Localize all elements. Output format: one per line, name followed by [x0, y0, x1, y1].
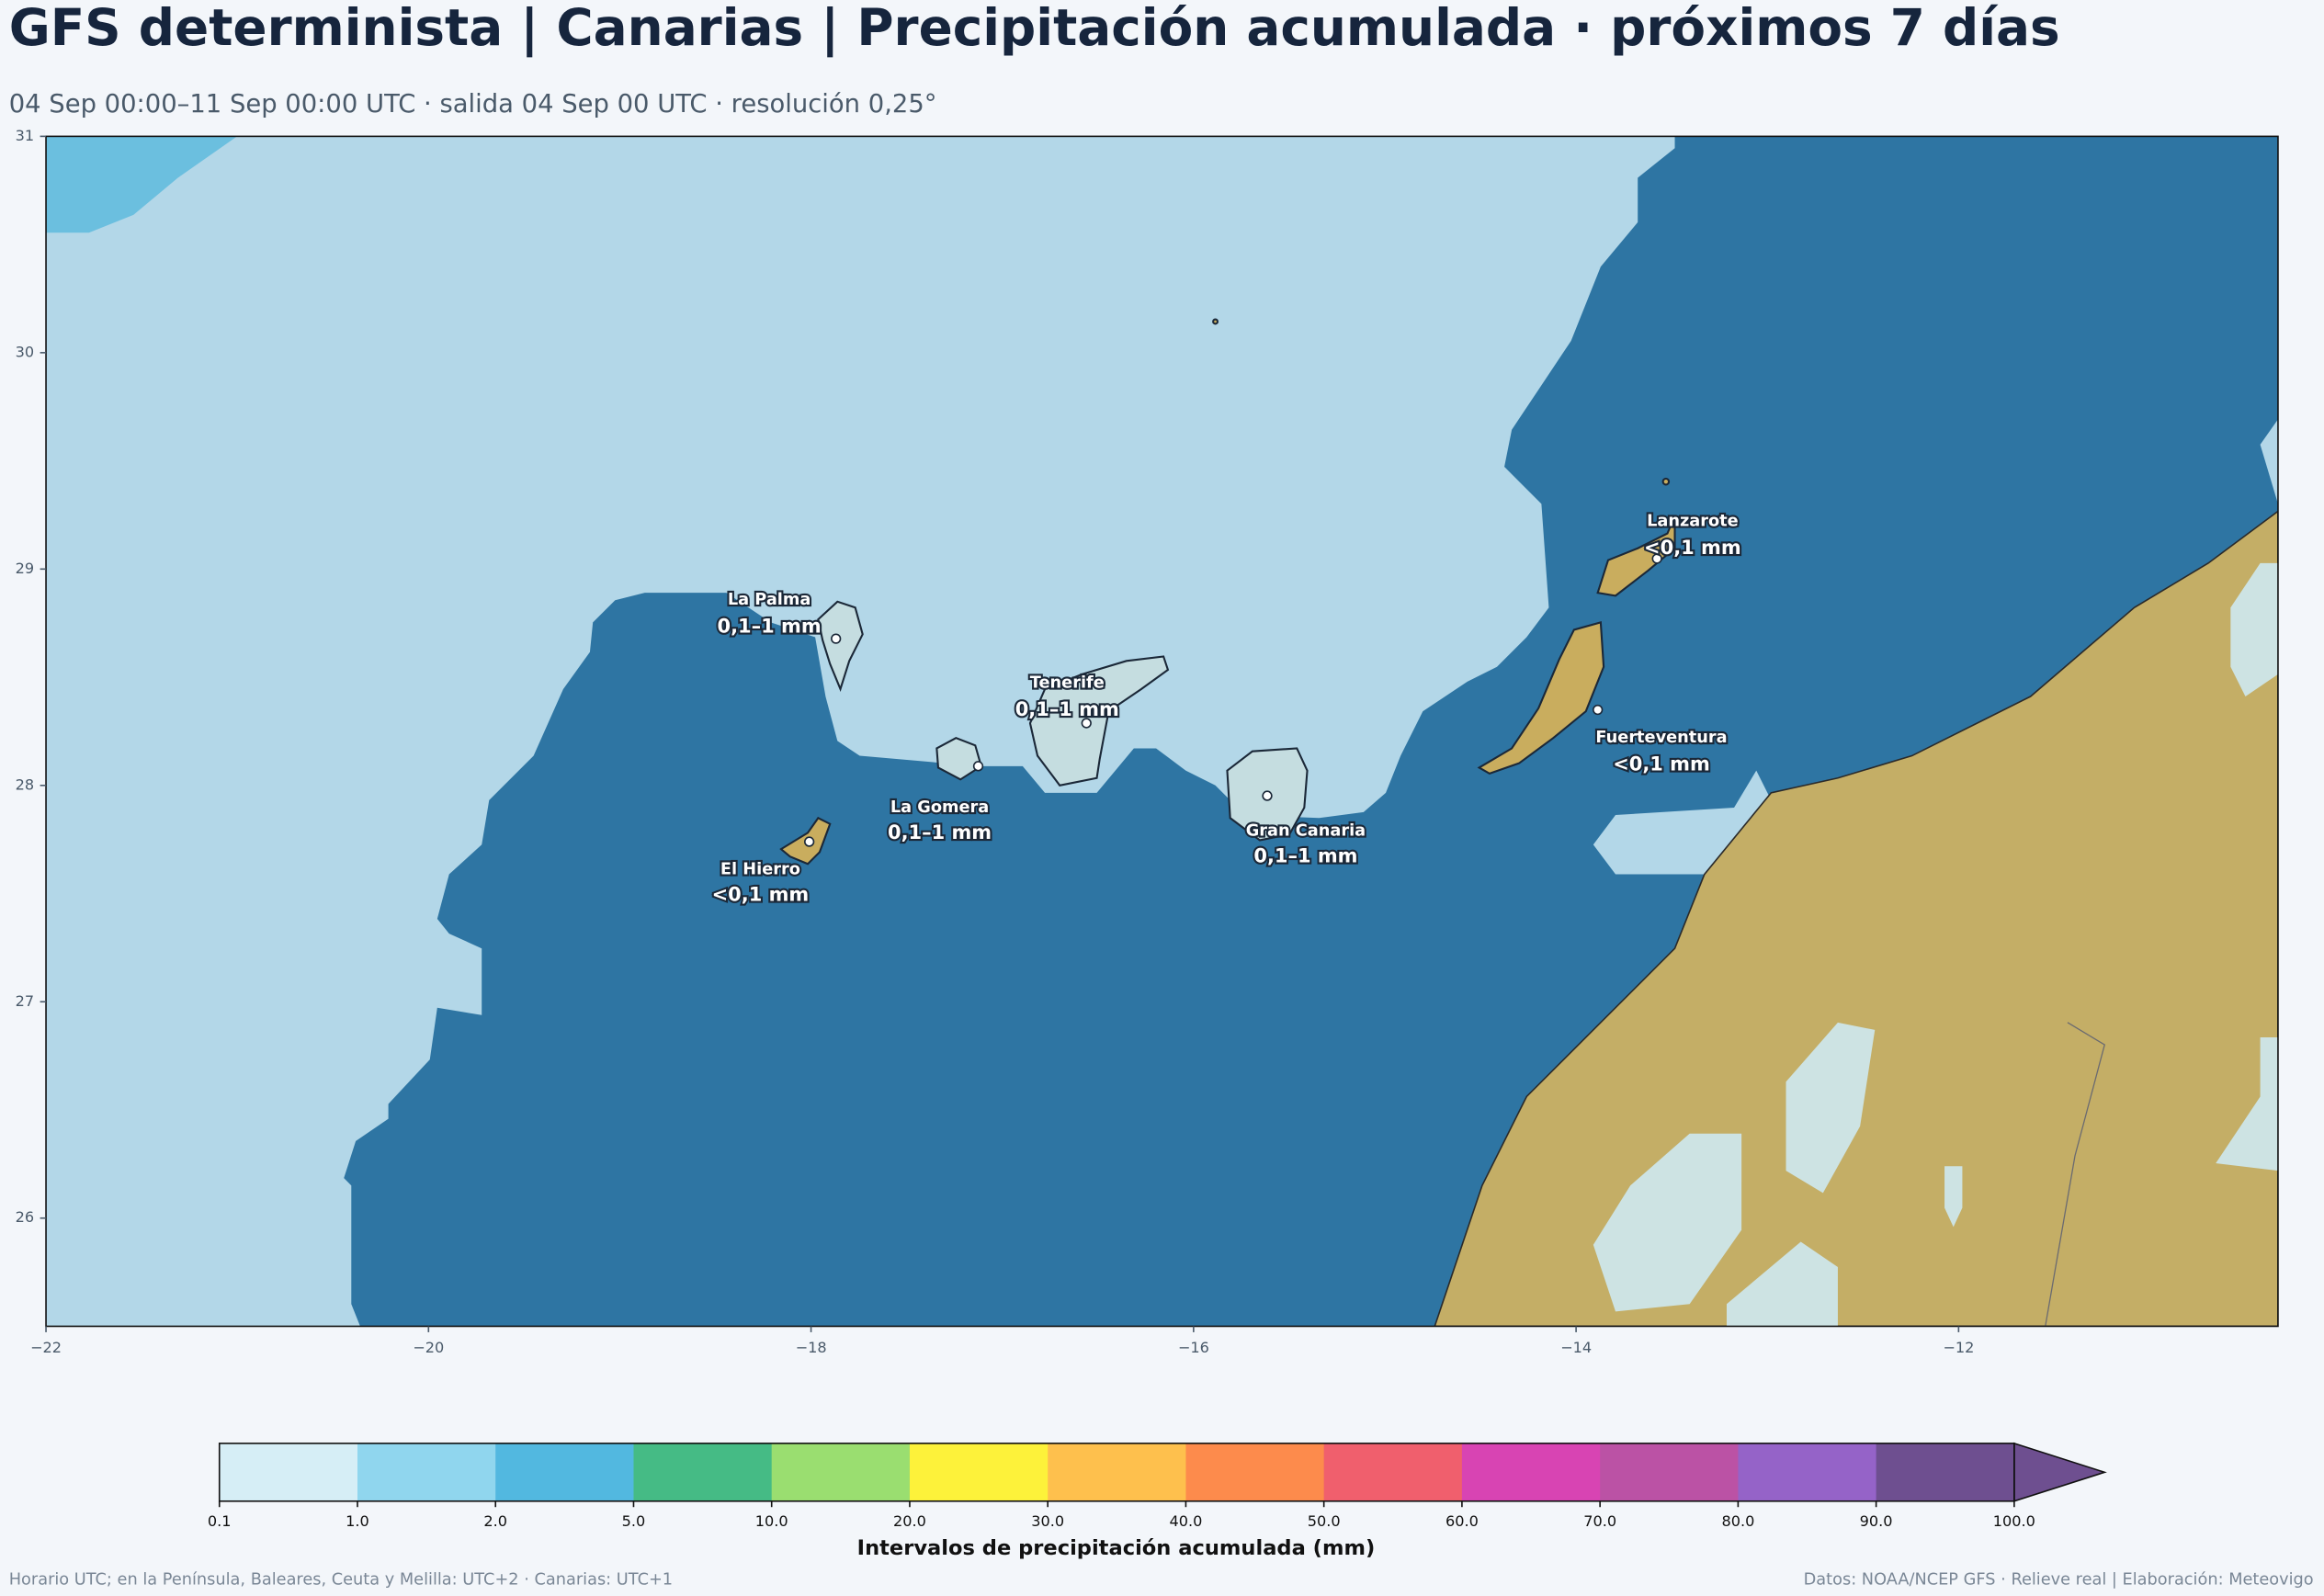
- colorbar-tick-label: 10.0: [755, 1512, 788, 1530]
- colorbar-segment: [1876, 1443, 2015, 1501]
- island-name: El Hierro: [720, 861, 800, 879]
- colorbar-label: Intervalos de precipitación acumulada (m…: [857, 1536, 1376, 1560]
- island-value: 0,1–1 mm: [888, 821, 992, 843]
- colorbar-tick-label: 0.1: [208, 1512, 232, 1530]
- x-tick-label: −12: [1943, 1339, 1974, 1356]
- colorbar-tick-label: 100.0: [1993, 1512, 2035, 1530]
- colorbar-tick-label: 80.0: [1721, 1512, 1754, 1530]
- island-name: Lanzarote: [1647, 513, 1739, 531]
- island-name: Fuerteventura: [1595, 729, 1727, 747]
- city-markers: [804, 553, 1662, 847]
- island-labels: La Palma 0,1–1 mm Tenerife 0,1–1 mm La G…: [710, 510, 1743, 907]
- colorbar-frame: [218, 1443, 2015, 1502]
- colorbar-segment: [495, 1443, 635, 1501]
- colorbar-segment: [1600, 1443, 1740, 1501]
- map: [46, 136, 2278, 1327]
- colorbar-tick-label: 60.0: [1445, 1512, 1479, 1530]
- colorbar-segment: [909, 1443, 1049, 1501]
- island-name: Tenerife: [1030, 673, 1105, 692]
- title: GFS determinista | Canarias | Precipitac…: [9, 0, 2060, 58]
- colorbar-tick-label: 1.0: [346, 1512, 369, 1530]
- border: [2045, 1022, 2105, 1327]
- colorbar-tick-label: 2.0: [483, 1512, 507, 1530]
- footer-right: Datos: NOAA/NCEP GFS · Relieve real | El…: [1804, 1570, 2314, 1589]
- y-tick-label: 27: [16, 992, 35, 1010]
- y-tick-label: 26: [16, 1208, 35, 1226]
- colorbar-tick-label: 40.0: [1169, 1512, 1202, 1530]
- colorbar-segment: [357, 1443, 497, 1501]
- precip-area: [255, 1079, 314, 1141]
- precip-area: [46, 136, 238, 233]
- subtitle: 04 Sep 00:00–11 Sep 00:00 UTC · salida 0…: [9, 90, 937, 119]
- island-value: <0,1 mm: [1613, 753, 1710, 775]
- footer-left: Horario UTC; en la Península, Baleares, …: [9, 1570, 673, 1589]
- land: [1434, 510, 2278, 1327]
- island-value: 0,1–1 mm: [718, 616, 822, 638]
- colorbar-tick-label: 5.0: [622, 1512, 646, 1530]
- colorbar-tick-label: 30.0: [1031, 1512, 1064, 1530]
- x-tick-label: −14: [1560, 1339, 1592, 1356]
- colorbar-segment: [1738, 1443, 1877, 1501]
- y-tick-label: 29: [16, 560, 35, 577]
- x-tick-label: −22: [30, 1339, 62, 1356]
- colorbar-segment: [219, 1443, 358, 1501]
- island-value: 0,1–1 mm: [1015, 698, 1119, 720]
- x-tick-label: −16: [1178, 1339, 1209, 1356]
- island-name: La Gomera: [890, 798, 989, 817]
- colorbar-segment: [771, 1443, 911, 1501]
- colorbar-tick-label: 20.0: [893, 1512, 926, 1530]
- colorbar-segment: [1048, 1443, 1187, 1501]
- colorbar-segment: [633, 1443, 773, 1501]
- y-tick-label: 30: [16, 343, 35, 360]
- precip-over-land: [1593, 562, 2278, 1327]
- y-tick-label: 31: [16, 127, 35, 144]
- x-tick-label: −20: [413, 1339, 444, 1356]
- island-value: 0,1–1 mm: [1253, 845, 1357, 867]
- colorbar-tick-label: 70.0: [1583, 1512, 1616, 1530]
- colorbar-tick-label: 50.0: [1308, 1512, 1341, 1530]
- x-tick-label: −18: [796, 1339, 827, 1356]
- colorbar-segment: [1323, 1443, 1463, 1501]
- map-frame: [45, 135, 2279, 1328]
- y-tick-label: 28: [16, 775, 35, 793]
- colorbar-segment: [1461, 1443, 1601, 1501]
- colorbar-tick-label: 90.0: [1860, 1512, 1893, 1530]
- island-name: La Palma: [728, 591, 811, 609]
- island-value: <0,1 mm: [712, 884, 810, 906]
- colorbar-segment: [1185, 1443, 1325, 1501]
- island-value: <0,1 mm: [1644, 537, 1741, 559]
- island-name: Gran Canaria: [1246, 822, 1366, 841]
